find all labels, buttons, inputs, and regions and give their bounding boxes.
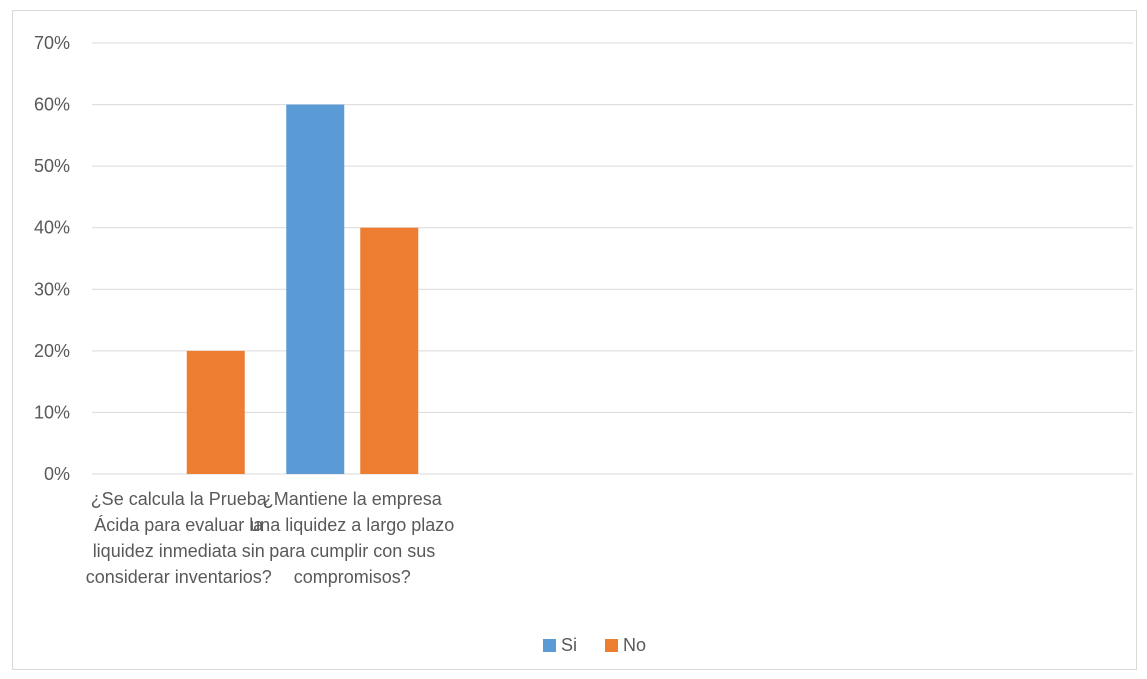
category-label-line: compromisos? [294, 567, 411, 587]
category-label-line: Ácida para evaluar la [94, 515, 264, 535]
y-tick-label: 10% [34, 402, 70, 422]
bar-si-2 [286, 104, 345, 475]
category-labels: ¿Se calcula la Prueba Ácida para evaluar … [86, 489, 455, 587]
legend-swatch-no [605, 639, 618, 652]
y-tick-label: 50% [34, 156, 70, 176]
legend-swatch-si [543, 639, 556, 652]
gridlines [92, 42, 1133, 475]
y-tick-label: 20% [34, 341, 70, 361]
category-label-line: liquidez inmediata sin [93, 541, 265, 561]
chart-frame [12, 10, 1137, 670]
category-label-line: considerar inventarios? [86, 567, 272, 587]
y-axis-tick-labels: 0% 10% 20% 30% 40% 50% 60% 70% [34, 33, 70, 484]
y-tick-label: 70% [34, 33, 70, 53]
y-tick-label: 0% [44, 464, 70, 484]
category-label-line: ¿Mantiene la empresa [263, 489, 443, 509]
y-tick-label: 40% [34, 218, 70, 238]
legend-label-si: Si [561, 635, 577, 655]
y-tick-label: 30% [34, 279, 70, 299]
legend: Si No [543, 635, 646, 655]
bar-no-1 [186, 350, 245, 474]
y-tick-label: 60% [34, 95, 70, 115]
category-label-line: ¿Se calcula la Prueba [91, 489, 268, 509]
bars [186, 104, 419, 475]
category-label-line: para cumplir con sus [269, 541, 435, 561]
legend-label-no: No [623, 635, 646, 655]
category-label-line: una liquidez a largo plazo [250, 515, 454, 535]
bar-no-2 [360, 227, 419, 474]
